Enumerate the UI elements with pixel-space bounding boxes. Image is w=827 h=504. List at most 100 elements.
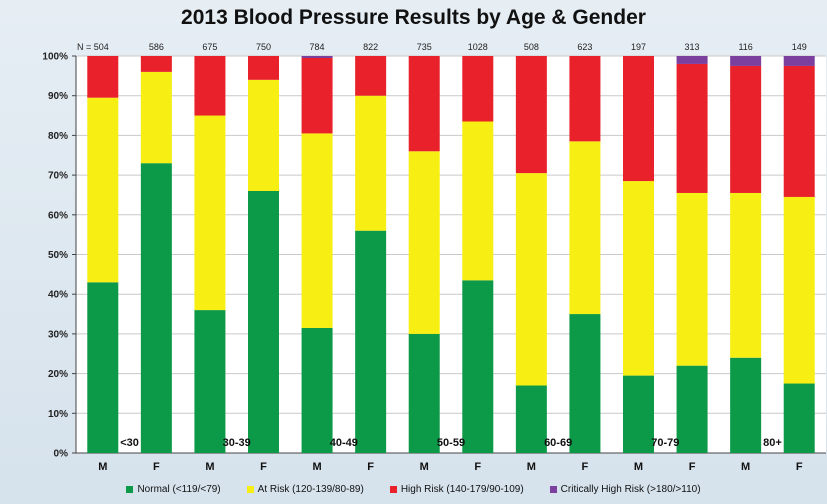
bar-segment-critically-high-risk	[730, 56, 762, 66]
y-tick-label: 10%	[48, 409, 68, 420]
legend-label: At Risk (120-139/80-89)	[257, 484, 364, 495]
bar-segment-critically-high-risk	[783, 56, 815, 66]
bar-segment-high-risk	[569, 56, 601, 142]
y-tick-label: 80%	[48, 131, 68, 142]
bar-segment-normal	[355, 230, 387, 453]
chart-title: 2013 Blood Pressure Results by Age & Gen…	[181, 6, 646, 29]
bar-segment-normal	[730, 357, 762, 453]
legend-item: Critically High Risk (>180/>110)	[549, 484, 701, 495]
x-tick-label: F	[796, 461, 803, 473]
legend-item: High Risk (140-179/90-109)	[389, 484, 524, 495]
bar-segment-at-risk	[87, 97, 119, 283]
age-group-label: 80+	[763, 437, 782, 449]
age-group-label: 70-79	[651, 437, 679, 449]
y-tick-label: 30%	[48, 329, 68, 340]
n-count-label: 675	[202, 42, 217, 52]
legend-label: Critically High Risk (>180/>110)	[560, 484, 701, 495]
x-tick-label: F	[582, 461, 589, 473]
y-tick-label: 100%	[42, 52, 68, 63]
n-count-label: 149	[792, 42, 807, 52]
bar-segment-high-risk	[462, 56, 494, 122]
x-tick-label: F	[260, 461, 267, 473]
bar-segment-at-risk	[248, 79, 279, 191]
age-group-label: 50-59	[437, 437, 465, 449]
bar-segment-at-risk	[408, 151, 440, 334]
bar-segment-at-risk	[569, 141, 601, 315]
age-group-label: <30	[120, 437, 139, 449]
bar-segment-at-risk	[676, 192, 708, 366]
n-count-label: 822	[363, 42, 378, 52]
n-count-label: 197	[631, 42, 646, 52]
legend-swatch	[246, 486, 254, 493]
legend-item: At Risk (120-139/80-89)	[246, 484, 364, 495]
x-tick-label: M	[98, 461, 107, 473]
legend-swatch	[549, 486, 557, 493]
x-tick-label: F	[474, 461, 481, 473]
x-tick-label: M	[634, 461, 643, 473]
bar-segment-normal	[676, 365, 708, 453]
bar-segment-at-risk	[301, 133, 333, 328]
bar-segment-high-risk	[623, 56, 654, 182]
bar-segment-at-risk	[140, 71, 172, 164]
legend-item: Normal (<119/<79)	[126, 484, 221, 495]
bar-segment-normal	[783, 383, 815, 453]
n-count-label: N = 504	[77, 42, 109, 52]
legend-swatch	[126, 486, 134, 493]
x-tick-label: M	[312, 461, 321, 473]
bar-segment-normal	[408, 333, 440, 453]
n-count-label: 1028	[468, 42, 488, 52]
bar-segment-high-risk	[87, 56, 119, 98]
age-group-label: 30-39	[223, 437, 251, 449]
y-tick-label: 50%	[48, 250, 68, 261]
n-count-label: 116	[738, 42, 752, 52]
x-tick-label: M	[205, 461, 214, 473]
bar-segment-at-risk	[623, 181, 654, 376]
bar-segment-normal	[515, 385, 547, 453]
n-count-label: 750	[256, 42, 271, 52]
bar-segment-normal	[87, 282, 119, 453]
age-group-label: 40-49	[330, 437, 358, 449]
y-tick-label: 40%	[48, 290, 68, 301]
legend-label: Normal (<119/<79)	[137, 484, 221, 495]
bar-segment-normal	[623, 375, 654, 453]
x-tick-label: M	[741, 461, 750, 473]
n-count-label: 586	[149, 42, 164, 52]
n-count-label: 508	[524, 42, 539, 52]
n-count-label: 313	[685, 42, 700, 52]
bar-segment-critically-high-risk	[301, 56, 333, 58]
x-tick-label: F	[689, 461, 696, 473]
bar-segment-high-risk	[248, 56, 279, 80]
legend-label: High Risk (140-179/90-109)	[400, 484, 524, 495]
y-tick-label: 90%	[48, 91, 68, 102]
bar-segment-normal	[248, 190, 279, 454]
bar-segment-normal	[569, 314, 601, 453]
y-tick-label: 60%	[48, 210, 68, 221]
bar-segment-normal	[301, 327, 333, 453]
bar-segment-at-risk	[462, 121, 494, 281]
age-group-label: 60-69	[544, 437, 572, 449]
bar-segment-high-risk	[355, 56, 387, 96]
y-tick-label: 20%	[48, 369, 68, 380]
n-count-label: 623	[577, 42, 592, 52]
bar-segment-normal	[462, 280, 494, 453]
x-tick-label: M	[420, 461, 429, 473]
y-tick-label: 70%	[48, 171, 68, 182]
bar-segment-at-risk	[730, 192, 762, 358]
legend-swatch	[389, 486, 397, 493]
bar-segment-at-risk	[194, 115, 226, 311]
x-tick-label: F	[153, 461, 160, 473]
n-count-label: 735	[417, 42, 432, 52]
bar-segment-high-risk	[301, 57, 333, 134]
chart-legend: Normal (<119/<79) At Risk (120-139/80-89)…	[0, 484, 827, 495]
y-tick-label: 0%	[54, 449, 69, 460]
bar-segment-high-risk	[140, 56, 172, 72]
x-tick-label: F	[367, 461, 374, 473]
x-tick-label: M	[527, 461, 536, 473]
bar-segment-high-risk	[408, 56, 440, 152]
bar-segment-high-risk	[783, 65, 815, 197]
bar-segment-high-risk	[515, 56, 547, 174]
bar-segment-normal	[140, 163, 172, 453]
bar-segment-at-risk	[783, 196, 815, 384]
stacked-bar-chart: 0% 10% 20% 30% 40% 50% 60% 70% 80% 90% 100% M N = 50…	[42, 42, 826, 473]
bar-segment-normal	[194, 310, 226, 453]
